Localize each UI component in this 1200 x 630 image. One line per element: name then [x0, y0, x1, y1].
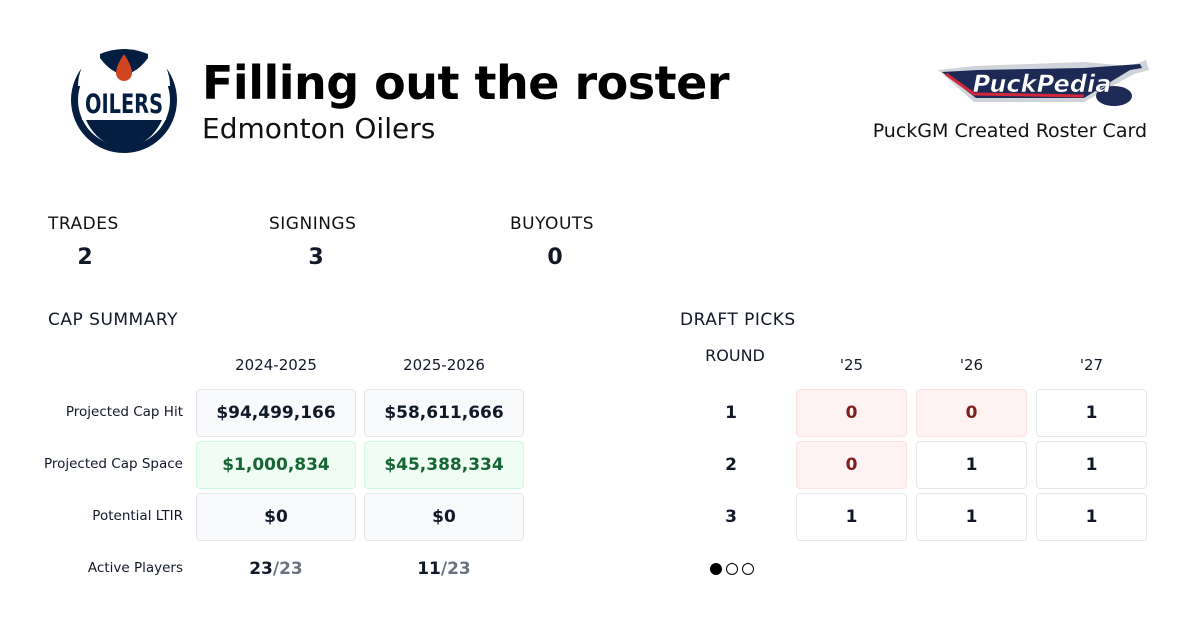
year-header: '26: [959, 356, 984, 374]
year-header: '25: [839, 356, 864, 374]
round-number: 1: [725, 403, 737, 423]
trades-label: TRADES: [48, 214, 119, 234]
active-count: 23: [249, 559, 273, 579]
draft-pick-cell: 0: [796, 441, 907, 489]
signings-label: SIGNINGS: [269, 214, 357, 234]
page-dot[interactable]: [742, 563, 754, 575]
draft-pick-cell: 1: [916, 441, 1027, 489]
active-players-value: 11/23: [364, 559, 524, 579]
draft-pick-cell: 0: [916, 389, 1027, 437]
trades-value: 2: [77, 245, 93, 270]
cap-hit-cell: $58,611,666: [364, 389, 524, 437]
year-header: '27: [1079, 356, 1104, 374]
draft-pick-cell: 1: [1036, 389, 1147, 437]
buyouts-value: 0: [547, 245, 563, 270]
draft-picks-title: DRAFT PICKS: [680, 310, 796, 330]
active-players-value: 23/23: [196, 559, 356, 579]
cap-hit-cell: $94,499,166: [196, 389, 356, 437]
row-label-ltir: Potential LTIR: [92, 508, 183, 524]
cap-space-cell: $45,388,334: [364, 441, 524, 489]
cap-space-cell: $1,000,834: [196, 441, 356, 489]
page-title: Filling out the roster: [202, 56, 730, 110]
row-label-active-players: Active Players: [87, 560, 183, 576]
page-dot[interactable]: [726, 563, 738, 575]
draft-pick-cell: 1: [796, 493, 907, 541]
ltir-cell: $0: [196, 493, 356, 541]
signings-value: 3: [308, 245, 324, 270]
cap-summary-title: CAP SUMMARY: [48, 310, 178, 330]
svg-text:OILERS: OILERS: [85, 89, 163, 120]
oilers-logo: OILERS: [71, 46, 177, 153]
round-number: 2: [725, 455, 737, 475]
draft-pick-cell: 1: [1036, 493, 1147, 541]
active-count: 11: [417, 559, 441, 579]
puckpedia-logo: PuckPedia: [938, 60, 1149, 106]
draft-pick-cell: 1: [1036, 441, 1147, 489]
draft-pick-cell: 0: [796, 389, 907, 437]
row-label-cap-space: Projected Cap Space: [43, 456, 183, 472]
season-header: 2024-2025: [235, 356, 317, 374]
team-name: Edmonton Oilers: [202, 112, 436, 145]
card-caption: PuckGM Created Roster Card: [872, 120, 1147, 142]
row-label-cap-hit: Projected Cap Hit: [65, 404, 183, 420]
ltir-cell: $0: [364, 493, 524, 541]
active-max: /23: [440, 559, 471, 579]
season-header: 2025-2026: [403, 356, 485, 374]
active-max: /23: [272, 559, 303, 579]
svg-text:PuckPedia: PuckPedia: [973, 70, 1112, 98]
page-dot-active[interactable]: [710, 563, 722, 575]
round-header: ROUND: [705, 346, 765, 365]
buyouts-label: BUYOUTS: [510, 214, 595, 234]
round-number: 3: [725, 507, 737, 527]
draft-pick-cell: 1: [916, 493, 1027, 541]
